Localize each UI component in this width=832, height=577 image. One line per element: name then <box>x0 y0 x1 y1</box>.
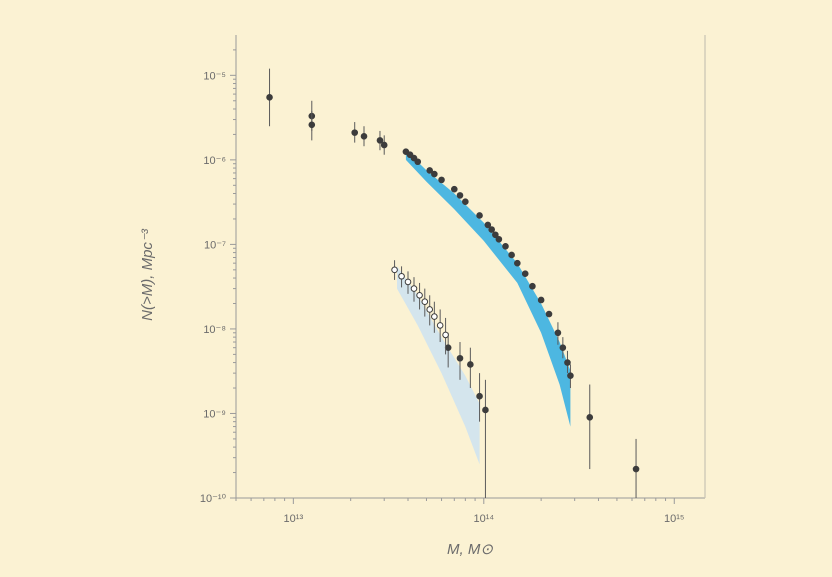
data-point-open <box>436 322 444 329</box>
data-point-open <box>398 272 405 280</box>
y-axis-label: N(>M), Mpc⁻³ <box>139 228 156 321</box>
data-point-filled <box>426 167 434 174</box>
data-point-filled <box>476 212 483 219</box>
y-tick-label: 10⁻⁷ <box>204 239 226 251</box>
data-point-filled <box>450 185 458 193</box>
data-point-filled <box>632 465 640 473</box>
data-point-filled <box>586 414 594 421</box>
data-point-filled <box>462 198 469 205</box>
data-point-filled <box>414 158 422 166</box>
y-tick-label: 10⁻⁶ <box>203 155 226 167</box>
data-point-open <box>404 278 412 286</box>
x-tick-label: 10¹⁴ <box>473 513 494 525</box>
data-point-filled <box>360 133 368 140</box>
data-point-filled <box>537 296 545 304</box>
data-point-filled <box>545 310 553 318</box>
data-point-filled <box>488 226 495 233</box>
data-point-filled <box>484 221 492 229</box>
data-point-filled <box>476 392 483 400</box>
data-point-filled <box>502 242 509 250</box>
model-band-1 <box>405 150 571 427</box>
y-tick-label: 10⁻¹⁰ <box>200 493 227 505</box>
model-bands <box>397 150 571 465</box>
data-point-filled <box>564 359 571 366</box>
y-tick-label: 10⁻⁸ <box>203 324 226 336</box>
data-point-open <box>410 285 418 292</box>
data-point-filled <box>351 129 359 136</box>
ticks: 10¹³ 10¹⁴ 10¹⁵ 10⁻⁵ 10⁻⁶ 10⁻⁷ 10⁻⁸ 10⁻⁹ 10⁻¹⁰ <box>200 49 684 525</box>
y-tick-label: 10⁻⁵ <box>203 70 226 82</box>
axes <box>235 35 706 499</box>
data-point-filled <box>508 251 515 259</box>
data-point-filled <box>529 282 536 290</box>
data-point-open <box>421 298 429 305</box>
data-point-filled <box>567 372 574 379</box>
data-point-filled <box>266 93 273 101</box>
data-point-open <box>426 306 434 313</box>
data-point-open <box>442 331 449 339</box>
data-point-open <box>391 266 398 274</box>
y-tick-label: 10⁻⁹ <box>203 408 226 420</box>
data-point-open <box>431 313 438 320</box>
data-point-filled <box>495 235 503 243</box>
data-point-filled <box>521 270 529 278</box>
data-point-filled <box>492 231 499 239</box>
data-point-filled <box>559 344 567 351</box>
data-point-filled <box>554 329 562 337</box>
data-point-filled <box>431 170 438 178</box>
data-point-filled <box>380 141 388 149</box>
data-points <box>266 68 640 498</box>
data-point-filled <box>456 354 464 362</box>
data-point-filled <box>482 406 489 414</box>
data-point-filled <box>514 259 521 267</box>
data-point-filled <box>438 176 445 184</box>
x-tick-label: 10¹³ <box>284 513 304 525</box>
data-point-filled <box>467 361 474 368</box>
data-point-filled <box>376 137 384 144</box>
model-band-2 <box>397 266 480 465</box>
data-point-filled <box>456 192 464 199</box>
x-tick-label: 10¹⁵ <box>664 513 684 525</box>
data-point-filled <box>308 121 316 129</box>
data-point-open <box>416 291 423 299</box>
x-axis-label: M, M⊙ <box>447 541 493 558</box>
